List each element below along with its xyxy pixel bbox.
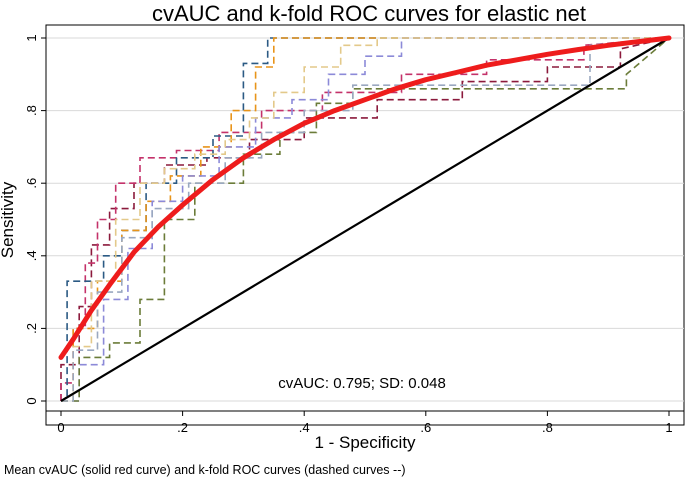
- chance-diagonal: [60, 37, 670, 402]
- plot-area: 0 .2 .4 .6 .8 1 0 .2 .4 .6 .8 1: [24, 24, 685, 435]
- x-tick-label-2: .4: [299, 420, 310, 435]
- y-tick-label-1: .2: [24, 323, 39, 334]
- x-axis-title: 1 - Specificity: [314, 433, 416, 452]
- y-tick-label-0: 0: [24, 397, 39, 404]
- x-tick-label-5: 1: [665, 420, 672, 435]
- roc-series: [58, 35, 672, 402]
- fold-curve-5: [61, 37, 669, 402]
- y-tick-label-2: .4: [24, 250, 39, 261]
- y-tick-label-3: .6: [24, 178, 39, 189]
- x-tick-label-1: .2: [177, 420, 188, 435]
- annotation-text: cvAUC: 0.795; SD: 0.048: [278, 375, 446, 392]
- x-tick-label-4: .8: [542, 420, 553, 435]
- x-tick-label-3: .6: [420, 420, 431, 435]
- fold-curve-7: [61, 37, 669, 402]
- fold-curve-8: [61, 37, 670, 402]
- y-tick-label-5: 1: [24, 34, 39, 41]
- footnote: Mean cvAUC (solid red curve) and k-fold …: [4, 463, 406, 477]
- mean-cvauc-curve: [58, 35, 672, 360]
- chart-title: cvAUC and k-fold ROC curves for elastic …: [152, 1, 586, 26]
- y-tick-label-4: .8: [24, 105, 39, 116]
- y-axis-title: Sensitivity: [0, 181, 17, 258]
- axis-ticks: 0 .2 .4 .6 .8 1 0 .2 .4 .6 .8 1: [24, 34, 673, 435]
- fold-curve-2: [60, 37, 670, 401]
- x-tick-label-0: 0: [57, 420, 64, 435]
- fold-curve-6: [61, 37, 670, 402]
